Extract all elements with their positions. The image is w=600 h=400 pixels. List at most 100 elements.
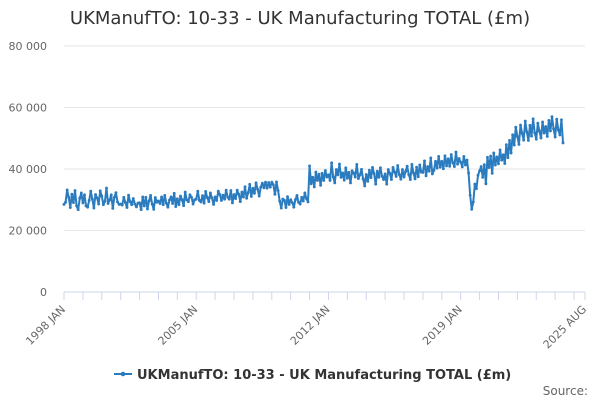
data-point <box>278 199 282 203</box>
series-line[interactable] <box>63 115 565 211</box>
data-point <box>380 174 384 178</box>
data-point <box>262 186 266 190</box>
data-point <box>108 198 112 202</box>
data-point <box>377 175 381 179</box>
data-point <box>544 125 548 129</box>
chart-title: UKManufTO: 10-33 - UK Manufacturing TOTA… <box>70 8 530 29</box>
data-point <box>407 173 411 176</box>
data-point <box>526 138 530 142</box>
data-point <box>509 151 513 155</box>
data-point <box>204 189 208 193</box>
data-point <box>286 195 289 199</box>
data-point <box>493 163 497 167</box>
data-point <box>394 174 398 178</box>
data-point <box>342 178 346 182</box>
data-point <box>378 166 382 170</box>
data-point <box>221 193 225 197</box>
data-point <box>438 165 442 169</box>
data-point <box>512 143 516 147</box>
data-point <box>402 175 406 179</box>
legend-label[interactable]: UKManufTO: 10-33 - UK Manufacturing TOTA… <box>137 368 511 383</box>
data-point <box>459 160 463 164</box>
data-point <box>149 193 153 197</box>
data-point <box>522 138 526 142</box>
data-point <box>120 203 124 207</box>
data-point <box>83 193 86 197</box>
data-point <box>435 166 439 170</box>
data-point <box>561 141 565 145</box>
data-point <box>556 128 560 132</box>
data-point <box>449 153 453 156</box>
data-point <box>98 189 102 193</box>
data-point <box>345 176 349 180</box>
data-point <box>548 129 552 133</box>
data-point <box>375 169 379 173</box>
data-point <box>282 198 286 202</box>
data-point <box>92 206 96 210</box>
data-point <box>523 119 527 123</box>
data-point <box>114 191 118 195</box>
data-point <box>327 173 330 177</box>
data-point <box>79 191 83 195</box>
legend[interactable]: UKManufTO: 10-33 - UK Manufacturing TOTA… <box>114 368 511 383</box>
data-point <box>545 134 549 138</box>
data-point <box>361 177 365 181</box>
data-point <box>456 162 460 166</box>
data-point <box>254 181 258 185</box>
data-point <box>90 197 94 201</box>
x-tick-label: 1998 JAN <box>23 303 68 348</box>
data-point <box>558 133 562 137</box>
data-point <box>73 189 77 192</box>
data-point <box>482 163 486 167</box>
data-point <box>103 199 107 203</box>
data-point <box>235 188 239 192</box>
data-point <box>515 134 519 138</box>
data-point <box>71 201 75 204</box>
data-point <box>259 185 263 189</box>
data-point <box>147 199 151 203</box>
data-point <box>328 178 332 182</box>
data-point <box>399 177 403 181</box>
data-point <box>64 200 68 204</box>
data-point <box>144 195 148 199</box>
data-point <box>141 195 145 199</box>
data-point <box>443 154 447 158</box>
data-point <box>293 198 297 202</box>
data-point <box>460 165 464 169</box>
data-point <box>270 180 274 184</box>
data-point <box>264 180 267 184</box>
data-point <box>164 201 168 205</box>
data-point <box>452 165 456 168</box>
data-point <box>139 208 143 212</box>
data-point <box>237 192 241 196</box>
data-point <box>186 200 190 204</box>
data-point <box>497 162 500 166</box>
data-point <box>168 198 171 202</box>
data-point <box>418 163 422 167</box>
data-point <box>179 194 182 198</box>
data-point <box>364 173 368 176</box>
data-point <box>533 131 537 135</box>
data-point <box>89 189 93 193</box>
data-point <box>479 165 483 168</box>
data-point <box>245 196 249 200</box>
data-point <box>287 202 291 206</box>
data-point <box>366 179 370 183</box>
data-point <box>62 202 66 206</box>
x-tick-label: 2012 JAN <box>288 303 333 348</box>
data-point <box>276 189 280 192</box>
data-point <box>212 202 215 206</box>
data-point <box>289 198 293 202</box>
data-point <box>410 162 414 166</box>
data-point <box>317 172 321 176</box>
data-point <box>75 204 79 208</box>
data-point <box>112 195 116 199</box>
data-point <box>322 178 326 182</box>
data-point <box>415 165 419 169</box>
data-point <box>95 196 99 200</box>
data-point <box>303 191 307 195</box>
data-point <box>246 191 250 195</box>
data-point <box>256 187 260 191</box>
data-point <box>508 138 511 142</box>
data-point <box>188 193 192 197</box>
